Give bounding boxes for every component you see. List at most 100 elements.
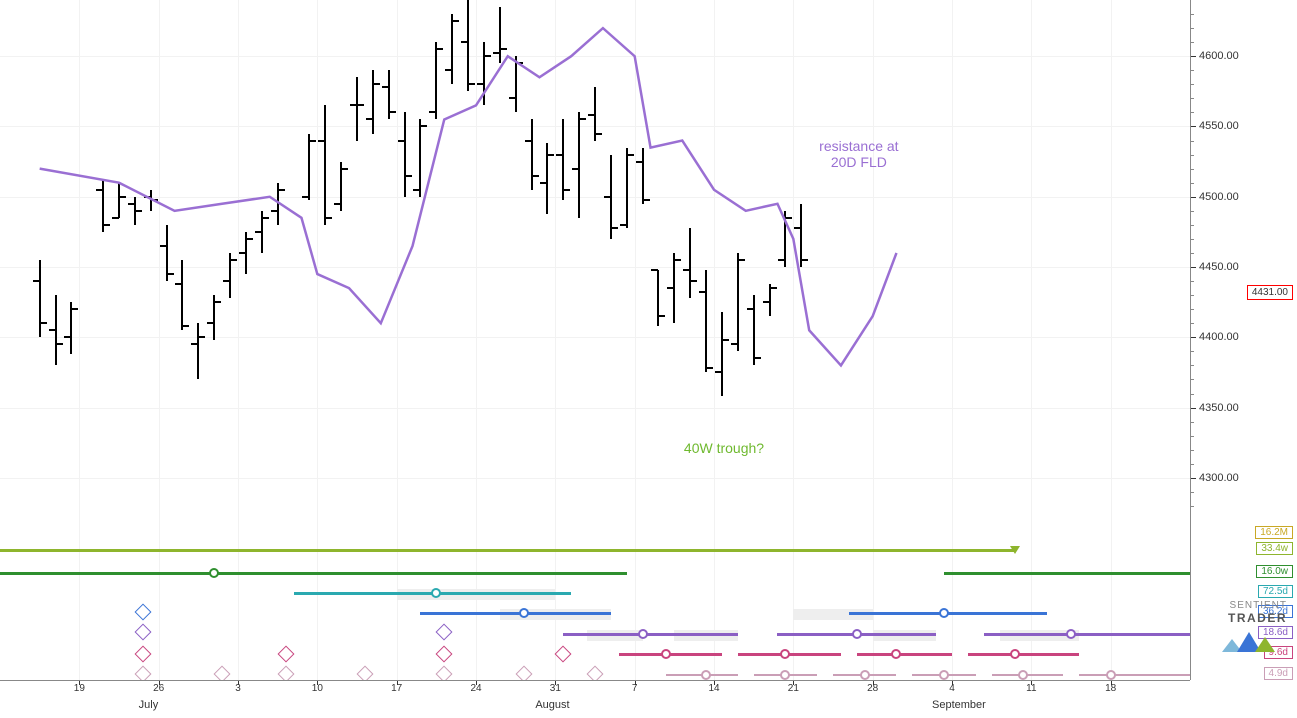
cycle-bar <box>1079 674 1190 676</box>
ohlc-bar <box>382 70 396 119</box>
cycle-marker <box>701 670 711 680</box>
cycle-marker <box>431 588 441 598</box>
cycle-bar <box>0 572 627 575</box>
ohlc-bar <box>175 260 189 330</box>
ohlc-bar <box>731 253 745 351</box>
ohlc-bar <box>49 295 63 365</box>
ohlc-bar <box>239 232 253 274</box>
ohlc-bar <box>525 119 539 189</box>
cycle-marker <box>1066 629 1076 639</box>
xtick-label: 10 <box>312 683 323 694</box>
ohlc-bar <box>477 42 491 105</box>
ohlc-bar <box>588 87 602 140</box>
chart-annotation: resistance at20D FLD <box>779 138 939 170</box>
cycle-diamond <box>134 624 151 641</box>
cycle-marker <box>860 670 870 680</box>
ohlc-bar <box>540 143 554 213</box>
cycle-triangle-icon <box>1010 546 1020 554</box>
ohlc-bar <box>255 211 269 253</box>
ohlc-bar <box>271 183 285 225</box>
ohlc-bar <box>398 112 412 196</box>
ohlc-bar <box>413 119 427 196</box>
cycle-marker <box>1106 670 1116 680</box>
ohlc-bar <box>651 270 665 326</box>
price-chart[interactable]: resistance at20D FLD 40W trough? <box>0 0 1190 680</box>
cycle-marker <box>661 649 671 659</box>
ohlc-bar <box>128 197 142 225</box>
ytick-label: 4450.00 <box>1199 261 1239 273</box>
ohlc-bar <box>683 228 697 298</box>
cycle-marker <box>1010 649 1020 659</box>
ohlc-bar <box>461 0 475 91</box>
cycle-marker <box>780 670 790 680</box>
month-label: August <box>535 699 569 711</box>
cycle-diamond <box>134 604 151 621</box>
ohlc-bar <box>112 183 126 218</box>
chart-annotation: 40W trough? <box>644 440 804 456</box>
xtick-label: 17 <box>391 683 402 694</box>
month-label: September <box>932 699 986 711</box>
current-price-box: 4431.00 <box>1247 285 1293 300</box>
cycle-diamond <box>134 646 151 663</box>
cycle-marker <box>1018 670 1028 680</box>
cycle-label: 4.9d <box>1264 667 1293 680</box>
ohlc-bar <box>572 112 586 217</box>
cycle-bar <box>944 572 1190 575</box>
xtick-label: 24 <box>470 683 481 694</box>
ohlc-bar <box>699 270 713 373</box>
sentient-trader-logo: SENTIENT TRADER <box>1197 600 1287 657</box>
cycle-label: 16.0w <box>1256 565 1293 578</box>
xtick-label: 18 <box>1105 683 1116 694</box>
ohlc-bar <box>207 295 221 340</box>
cycle-bar <box>968 653 1079 656</box>
xtick-label: 3 <box>235 683 241 694</box>
cycle-bar <box>563 633 738 636</box>
cycle-diamond <box>436 646 453 663</box>
ohlc-bar <box>191 323 205 379</box>
ytick-label: 4400.00 <box>1199 331 1239 343</box>
ohlc-bar <box>747 295 761 365</box>
ohlc-bar <box>667 253 681 323</box>
xtick-label: 4 <box>949 683 955 694</box>
xtick-label: 14 <box>708 683 719 694</box>
x-axis: 1926310172431714212841118JulyAugustSepte… <box>0 680 1190 718</box>
ohlc-bar <box>144 190 158 211</box>
cycle-marker <box>852 629 862 639</box>
cycle-bar <box>0 549 1015 552</box>
cycle-marker <box>638 629 648 639</box>
cycle-label: 33.4w <box>1256 542 1293 555</box>
cycle-bar <box>420 612 610 615</box>
y-axis: 4300.00 4350.00 4400.00 4450.00 4500.00 4550.… <box>1190 0 1297 680</box>
ohlc-bar <box>429 42 443 119</box>
ohlc-bar <box>794 204 808 267</box>
ohlc-bar <box>302 134 316 200</box>
cycle-diamond <box>436 624 453 641</box>
cycle-marker <box>519 608 529 618</box>
cycle-marker <box>939 608 949 618</box>
ohlc-bar <box>556 119 570 199</box>
cycle-marker <box>939 670 949 680</box>
ohlc-bar <box>96 180 110 232</box>
ohlc-bar <box>445 14 459 84</box>
ytick-label: 4550.00 <box>1199 120 1239 132</box>
xtick-label: 21 <box>788 683 799 694</box>
xtick-label: 28 <box>867 683 878 694</box>
cycle-bar <box>857 653 952 656</box>
ytick-label: 4500.00 <box>1199 191 1239 203</box>
ohlc-bar <box>636 148 650 204</box>
ohlc-bar <box>334 162 348 211</box>
cycle-label: 16.2M <box>1255 526 1293 539</box>
month-label: July <box>139 699 159 711</box>
ohlc-bar <box>715 312 729 396</box>
xtick-label: 11 <box>1026 683 1036 694</box>
ohlc-bar <box>33 260 47 337</box>
xtick-label: 26 <box>153 683 164 694</box>
ohlc-bar <box>64 302 78 354</box>
cycle-marker <box>891 649 901 659</box>
cycle-marker <box>780 649 790 659</box>
cycle-bar <box>984 633 1190 636</box>
ohlc-bar <box>509 56 523 112</box>
ytick-label: 4350.00 <box>1199 402 1239 414</box>
ytick-label: 4300.00 <box>1199 472 1239 484</box>
cycle-label: 72.5d <box>1258 585 1293 598</box>
